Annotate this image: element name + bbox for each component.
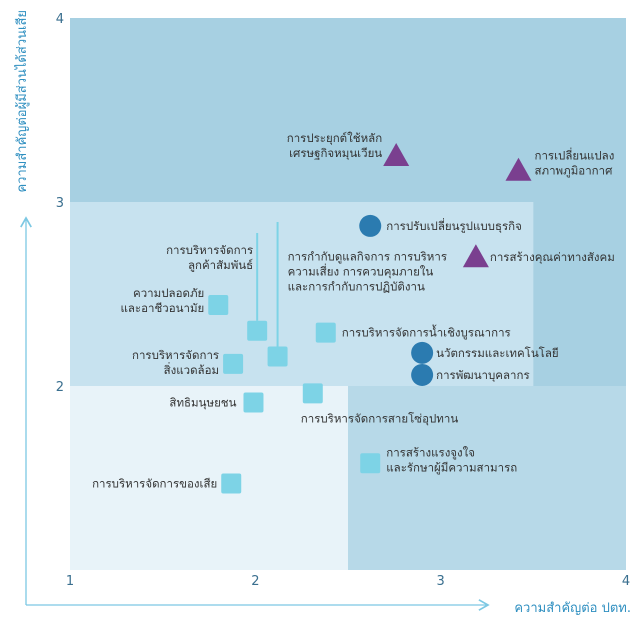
triangle-point — [383, 143, 410, 166]
axis-arrows — [20, 216, 490, 611]
square-point — [302, 383, 323, 404]
point-label: สิทธิมนุษยชน — [169, 396, 236, 410]
triangle-point — [462, 244, 489, 268]
materiality-zones — [70, 18, 626, 570]
circle-point — [359, 214, 382, 237]
x-axis-title: ความสำคัญต่อ ปตท. — [514, 601, 631, 616]
point-label: การบริหารจัดการลูกค้าสัมพันธ์ — [166, 243, 253, 272]
circle-point — [411, 341, 434, 364]
point-labels: การประยุกต์ใช้หลักเศรษฐกิจหมุนเวียนการเป… — [92, 131, 615, 491]
point-label: การสร้างแรงจูงใจและรักษาผู้มีความสามารถ — [386, 445, 517, 474]
point-label: การเปลี่ยนแปลงสภาพภูมิอากาศ — [535, 148, 615, 178]
y-tick-label: 3 — [56, 196, 64, 211]
x-tick-label: 2 — [251, 574, 259, 589]
square-point — [247, 320, 268, 341]
square-point — [243, 392, 264, 413]
x-tick-label: 1 — [66, 574, 74, 589]
axis-ticks: 1 2 3 4 2 3 4 — [56, 12, 630, 589]
point-label: ความปลอดภัยและอาชีวอนามัย — [120, 286, 204, 315]
y-tick-label: 4 — [56, 12, 64, 27]
point-label: การสร้างคุณค่าทางสังคม — [490, 250, 615, 264]
point-label: การกำกับดูแลกิจการ การบริหารความเสี่ยง ก… — [288, 250, 447, 294]
zone-overlap — [348, 386, 626, 570]
point-label: การบริหารจัดการสายโซ่อุปทาน — [301, 411, 459, 425]
x-tick-label: 4 — [622, 574, 630, 589]
x-tick-label: 3 — [437, 574, 445, 589]
square-point — [223, 353, 244, 374]
point-label: การปรับเปลี่ยนรูปแบบธุรกิจ — [386, 218, 522, 233]
square-point — [267, 346, 288, 367]
leader-lines — [256, 222, 279, 347]
data-points — [208, 143, 532, 494]
point-label: นวัตกรรมและเทคโนโลยี — [436, 346, 559, 360]
point-label: การพัฒนาบุคลากร — [436, 368, 530, 382]
point-label: การบริหารจัดการของเสีย — [92, 477, 217, 491]
circle-point — [411, 363, 434, 386]
square-point — [221, 473, 242, 494]
point-label: การบริหารจัดการน้ำเชิงบูรณาการ — [342, 325, 511, 340]
triangle-point — [505, 157, 532, 181]
square-point — [360, 453, 381, 474]
point-label: การบริหารจัดการสิ่งแวดล้อม — [132, 348, 219, 377]
square-point — [208, 295, 229, 316]
y-tick-label: 2 — [56, 380, 64, 395]
y-axis-title: ความสำคัญต่อผู้มีส่วนได้ส่วนเสีย — [14, 10, 30, 193]
square-point — [315, 322, 336, 343]
point-label: การประยุกต์ใช้หลักเศรษฐกิจหมุนเวียน — [287, 131, 383, 160]
